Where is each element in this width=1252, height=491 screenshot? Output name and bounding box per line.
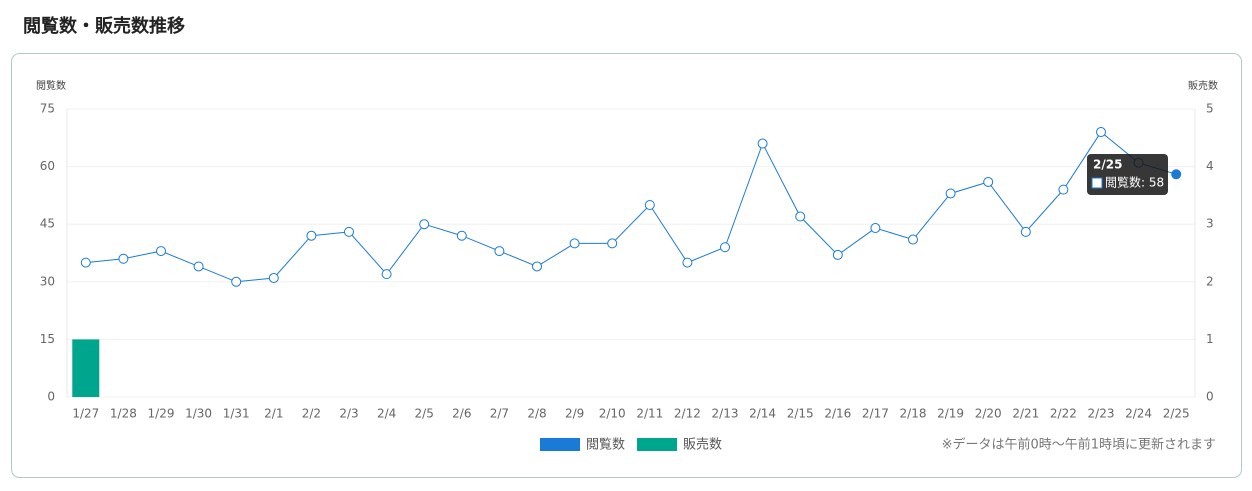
y2-axis-label: 販売数	[1188, 79, 1218, 92]
marker	[80, 257, 91, 268]
chart-title: 閲覧数・販売数推移	[23, 15, 185, 37]
x-tick-label: 2/11	[636, 407, 663, 421]
y2-tick-label: 4	[1206, 159, 1214, 173]
marker	[983, 176, 994, 187]
marker	[419, 219, 430, 230]
x-tick-label: 2/5	[415, 407, 434, 421]
y2-tick-label: 3	[1206, 217, 1214, 231]
y2-tick-label: 5	[1206, 102, 1214, 116]
x-tick-label: 2/8	[527, 407, 546, 421]
marker	[644, 200, 655, 210]
x-tick-label: 1/31	[223, 407, 250, 421]
tooltip-title: 2/25	[1093, 158, 1122, 172]
x-tick-label: 2/19	[937, 407, 964, 421]
x-tick-label: 2/6	[452, 407, 471, 421]
x-tick-label: 1/28	[110, 407, 137, 421]
legend-label: 販売数	[683, 437, 722, 453]
marker	[494, 246, 505, 257]
marker	[870, 223, 881, 234]
marker	[908, 234, 918, 245]
note: ※データは午前0時～午前1時頃に更新されます	[942, 437, 1216, 453]
marker	[607, 238, 618, 249]
marker	[795, 211, 806, 222]
y-tick-label: 30	[40, 274, 55, 288]
legend-swatch	[637, 438, 678, 451]
bar	[72, 339, 100, 397]
y-axis-label: 閲覧数	[36, 79, 66, 92]
marker	[945, 188, 956, 199]
tooltip-label: 閲覧数: 58	[1105, 175, 1164, 190]
x-tick-label: 1/27	[72, 407, 99, 421]
x-tick-label: 2/17	[862, 407, 889, 421]
y2-tick-label: 1	[1206, 332, 1214, 346]
x-tick-label: 2/23	[1088, 407, 1115, 421]
marker	[156, 246, 166, 257]
marker	[832, 249, 843, 260]
marker	[381, 269, 392, 280]
x-tick-label: 2/12	[674, 407, 701, 421]
y2-tick-label: 2	[1206, 274, 1214, 288]
y2-tick-label: 0	[1206, 390, 1214, 404]
tooltip-box	[1087, 154, 1168, 195]
marker	[682, 257, 693, 268]
legend-swatch	[540, 438, 580, 451]
x-tick-label: 2/16	[824, 407, 851, 421]
tooltip-swatch	[1091, 177, 1103, 189]
marker	[118, 253, 129, 264]
x-tick-label: 2/15	[787, 407, 814, 421]
x-tick-label: 2/18	[900, 407, 927, 421]
y-tick-label: 0	[47, 390, 55, 404]
marker	[231, 276, 242, 287]
legend-label: 閲覧数	[586, 437, 625, 453]
x-tick-label: 2/14	[749, 407, 776, 421]
line	[85, 131, 1177, 283]
x-tick-label: 2/3	[339, 407, 358, 421]
card	[11, 53, 1242, 478]
x-tick-label: 2/13	[712, 407, 739, 421]
marker	[1096, 127, 1106, 138]
x-tick-label: 1/30	[185, 407, 212, 421]
x-tick-label: 2/7	[490, 407, 509, 421]
y-tick-label: 15	[40, 332, 55, 346]
marker	[757, 138, 768, 149]
y-tick-label: 45	[40, 217, 55, 231]
x-tick-label: 2/9	[565, 407, 584, 421]
marker	[193, 261, 204, 272]
y-tick-label: 75	[40, 102, 55, 116]
marker	[456, 230, 467, 241]
y-tick-label: 60	[40, 159, 55, 173]
x-tick-label: 2/10	[599, 407, 626, 421]
marker	[720, 242, 730, 253]
x-tick-label: 2/2	[302, 407, 321, 421]
tooltip: 2/25 閲覧数: 58	[1087, 154, 1168, 195]
marker	[1058, 184, 1069, 195]
x-tick-label: 2/25	[1163, 407, 1190, 421]
x-tick-label: 2/24	[1125, 407, 1152, 421]
x-tick-label: 1/29	[148, 407, 175, 421]
x-tick-label: 2/20	[975, 407, 1002, 421]
x-tick-label: 2/21	[1012, 407, 1039, 421]
x-tick-label: 2/4	[377, 407, 396, 421]
marker	[268, 272, 279, 283]
marker	[1020, 226, 1031, 237]
marker	[306, 230, 317, 241]
x-tick-label: 2/1	[264, 407, 283, 421]
marker	[569, 238, 580, 249]
x-tick-label: 2/22	[1050, 407, 1077, 421]
marker	[532, 261, 542, 272]
marker	[1171, 169, 1182, 180]
marker	[344, 226, 354, 237]
